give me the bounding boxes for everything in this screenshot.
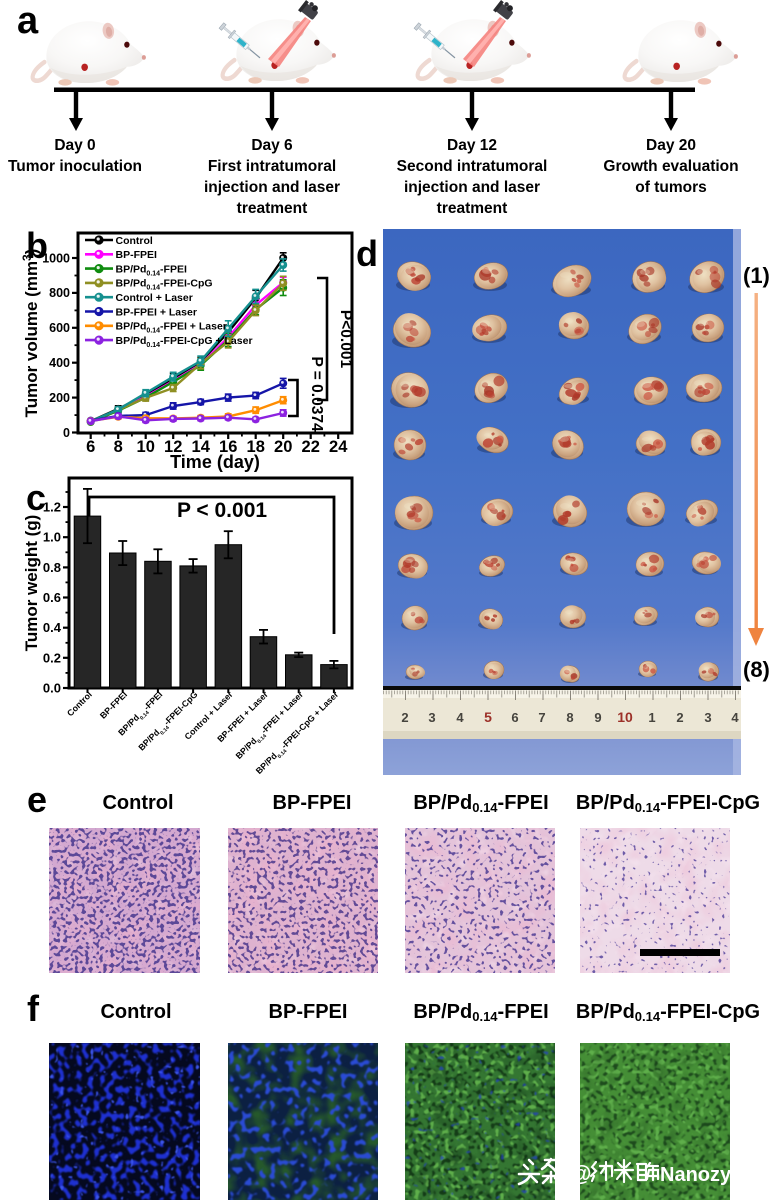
svg-text:P<0.001: P<0.001 [337,310,354,369]
svg-text:3: 3 [428,710,435,725]
svg-text:Growth evaluation: Growth evaluation [603,158,738,175]
svg-text:Tumor weight (g): Tumor weight (g) [22,515,41,652]
svg-text:2: 2 [401,710,408,725]
svg-text:3: 3 [704,710,711,725]
svg-text:P = 0.0374: P = 0.0374 [308,356,325,432]
svg-text:2: 2 [676,710,683,725]
svg-text:c: c [26,477,46,518]
svg-text:0.0: 0.0 [43,681,61,696]
svg-text:BP/Pd0.14-FPEI-CpG: BP/Pd0.14-FPEI-CpG [576,1001,760,1024]
svg-text:0.8: 0.8 [43,560,61,575]
svg-text:BP/Pd0.14-FPEI: BP/Pd0.14-FPEI [116,263,187,277]
svg-text:6: 6 [86,438,95,456]
svg-text:Control: Control [100,1001,171,1023]
svg-text:1.2: 1.2 [43,500,61,515]
svg-text:BP-FPEI: BP-FPEI [273,792,352,814]
svg-text:Day 6: Day 6 [251,137,293,154]
svg-text:9: 9 [594,710,601,725]
svg-text:Time (day): Time (day) [170,452,260,472]
svg-text:First intratumoral: First intratumoral [208,158,336,175]
svg-text:4: 4 [456,710,464,725]
svg-text:treatment: treatment [437,200,508,217]
svg-text:Tumor volume (mm3): Tumor volume (mm3) [20,249,41,418]
svg-text:8: 8 [114,438,123,456]
svg-text:22: 22 [302,438,320,456]
svg-text:f: f [27,988,40,1029]
svg-text:400: 400 [49,356,70,370]
svg-text:treatment: treatment [237,200,308,217]
svg-text:10: 10 [617,709,633,725]
svg-text:12: 12 [164,438,182,456]
svg-text:BP/Pd0.14-FPEI-CpG: BP/Pd0.14-FPEI-CpG [136,689,201,754]
svg-text:BP/Pd0.14-FPEI: BP/Pd0.14-FPEI [413,792,548,815]
svg-text:BP-FPEI: BP-FPEI [98,689,129,720]
svg-text:BP/Pd0.14-FPEI-CpG: BP/Pd0.14-FPEI-CpG [576,792,760,815]
svg-text:BP-FPEI + Laser: BP-FPEI + Laser [116,306,197,318]
svg-text:10: 10 [137,438,155,456]
svg-text:7: 7 [538,710,545,725]
svg-text:b: b [26,225,48,266]
svg-text:5: 5 [484,709,492,725]
svg-text:4: 4 [731,710,739,725]
svg-text:0.6: 0.6 [43,590,61,605]
svg-text:BP/Pd0.14-FPEI: BP/Pd0.14-FPEI [413,1001,548,1024]
svg-text:Control: Control [65,689,94,718]
svg-text:20: 20 [274,438,292,456]
svg-text:1.0: 1.0 [43,530,61,545]
svg-text:1: 1 [648,710,655,725]
svg-text:Tumor inoculation: Tumor inoculation [8,158,142,175]
svg-text:BP/Pd0.14-FPEI-CpG: BP/Pd0.14-FPEI-CpG [116,278,213,292]
svg-text:d: d [356,233,378,274]
svg-text:1000: 1000 [42,251,70,265]
svg-text:Day 12: Day 12 [447,137,497,154]
svg-text:injection and laser: injection and laser [404,179,540,196]
svg-text:e: e [27,779,47,820]
svg-text:Control: Control [102,792,173,814]
svg-text:600: 600 [49,321,70,335]
svg-text:BP-FPEI: BP-FPEI [269,1001,348,1023]
svg-text:6: 6 [511,710,518,725]
svg-text:Control: Control [116,235,153,247]
svg-text:14: 14 [192,438,211,456]
svg-text:0.2: 0.2 [43,650,61,665]
svg-text:of tumors: of tumors [635,179,706,196]
svg-text:Second intratumoral: Second intratumoral [397,158,548,175]
svg-text:BP/Pd0.14-FPEI + Laser: BP/Pd0.14-FPEI + Laser [116,321,227,335]
svg-text:Control + Laser: Control + Laser [116,292,193,304]
svg-text:BP/Pd0.14-FPEI-CpG + Laser: BP/Pd0.14-FPEI-CpG + Laser [116,335,253,349]
svg-text:(1): (1) [743,263,770,288]
svg-text:16: 16 [219,438,237,456]
svg-text:8: 8 [566,710,573,725]
svg-text:0.4: 0.4 [43,620,62,635]
svg-text:800: 800 [49,286,70,300]
svg-text:Day 0: Day 0 [54,137,95,154]
svg-text:24: 24 [329,438,348,456]
svg-text:0: 0 [63,426,70,440]
svg-text:a: a [17,0,39,42]
svg-text:@: @ [570,1161,591,1186]
svg-text:18: 18 [247,438,265,456]
svg-text:BP-FPEI: BP-FPEI [116,249,158,261]
svg-text:200: 200 [49,391,70,405]
svg-text:Day 20: Day 20 [646,137,696,154]
svg-text:P < 0.001: P < 0.001 [177,499,267,522]
svg-text:injection and laser: injection and laser [204,179,340,196]
svg-text:(8): (8) [743,657,770,682]
svg-text:Nanozymes: Nanozymes [660,1164,771,1186]
